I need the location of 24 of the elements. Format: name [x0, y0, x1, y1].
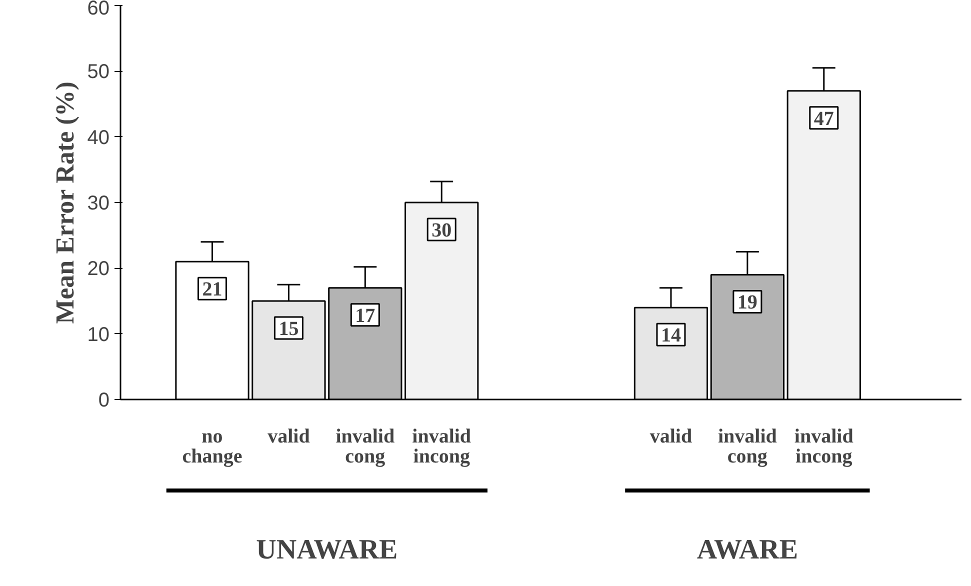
data-label: 30: [432, 220, 452, 242]
data-label: 19: [737, 292, 758, 314]
y-tick-label: 10: [87, 324, 110, 346]
y-tick-label: 20: [87, 258, 110, 280]
x-tick-label: invalid cong: [336, 426, 395, 468]
y-tick-label: 60: [87, 0, 110, 20]
x-tick-label: valid: [268, 426, 310, 448]
y-tick-label: 30: [87, 192, 110, 214]
text: AWARE: [696, 534, 798, 566]
data-label: 21: [202, 278, 222, 301]
x-tick-label: invalid incong: [412, 426, 472, 468]
data-label: 17: [355, 304, 376, 327]
y-tick-label: 0: [98, 390, 110, 412]
data-label: 14: [660, 324, 681, 347]
data-label: 47: [814, 108, 834, 130]
y-tick-label: 50: [87, 61, 110, 84]
y-tick-label: 40: [87, 126, 110, 149]
x-tick-label: valid: [650, 426, 692, 448]
x-tick-label: no change: [182, 426, 242, 468]
text: UNAWARE: [256, 534, 398, 566]
x-tick-label: invalid incong: [794, 426, 854, 468]
y-axis-title: Mean Error Rate (%): [50, 82, 80, 324]
data-label: 15: [278, 318, 299, 340]
x-tick-label: invalid cong: [718, 426, 777, 468]
